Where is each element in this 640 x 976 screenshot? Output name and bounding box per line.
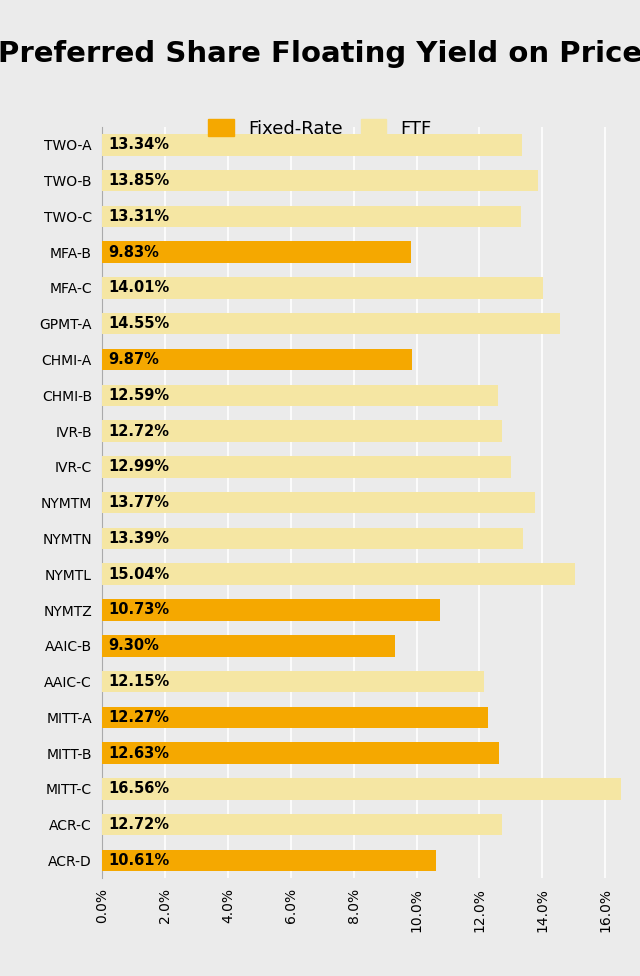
Bar — [102, 385, 498, 406]
Text: 10.73%: 10.73% — [108, 602, 169, 618]
Text: 13.34%: 13.34% — [108, 138, 169, 152]
Text: 14.01%: 14.01% — [108, 280, 170, 296]
Bar — [102, 348, 413, 370]
Bar — [102, 599, 440, 621]
Bar — [102, 421, 502, 442]
Bar — [102, 814, 502, 835]
Text: 13.31%: 13.31% — [108, 209, 169, 224]
Bar — [102, 170, 538, 191]
Bar — [102, 778, 623, 799]
Bar — [102, 134, 522, 155]
Bar — [102, 707, 488, 728]
Text: 13.39%: 13.39% — [108, 531, 169, 546]
Bar — [102, 456, 511, 477]
Text: 9.83%: 9.83% — [108, 245, 159, 260]
Text: 10.61%: 10.61% — [108, 853, 170, 868]
Bar — [102, 743, 499, 764]
Bar — [102, 313, 559, 335]
Bar — [102, 671, 484, 692]
Text: Preferred Share Floating Yield on Price: Preferred Share Floating Yield on Price — [0, 40, 640, 67]
Bar — [102, 241, 412, 263]
Text: 12.99%: 12.99% — [108, 460, 169, 474]
Text: 12.15%: 12.15% — [108, 674, 170, 689]
Legend: Fixed-Rate, FTF: Fixed-Rate, FTF — [201, 111, 439, 144]
Bar — [102, 206, 520, 227]
Text: 9.87%: 9.87% — [108, 352, 159, 367]
Text: 15.04%: 15.04% — [108, 567, 170, 582]
Text: 14.55%: 14.55% — [108, 316, 170, 331]
Text: 12.27%: 12.27% — [108, 710, 169, 725]
Text: 9.30%: 9.30% — [108, 638, 159, 653]
Text: 12.72%: 12.72% — [108, 817, 169, 833]
Bar — [102, 850, 436, 872]
Text: 12.63%: 12.63% — [108, 746, 169, 760]
Text: 13.77%: 13.77% — [108, 495, 169, 510]
Bar — [102, 492, 535, 513]
Bar — [102, 635, 395, 657]
Bar — [102, 563, 575, 585]
Bar — [102, 277, 543, 299]
Text: 12.72%: 12.72% — [108, 424, 169, 438]
Text: 16.56%: 16.56% — [108, 782, 169, 796]
Text: 12.59%: 12.59% — [108, 387, 169, 403]
Bar — [102, 528, 523, 549]
Text: 13.85%: 13.85% — [108, 173, 170, 188]
